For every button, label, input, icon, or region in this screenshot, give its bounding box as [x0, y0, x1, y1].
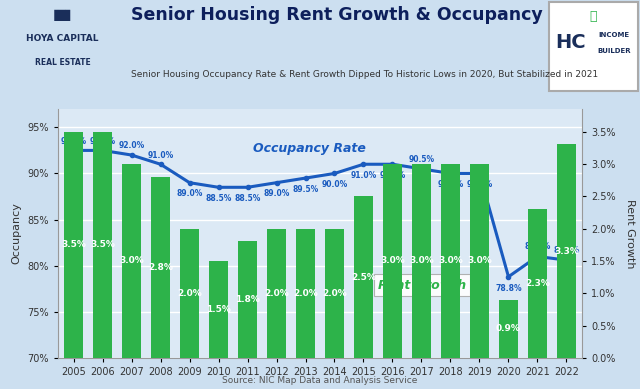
Text: 80.6%: 80.6% — [553, 245, 580, 255]
Bar — [325, 229, 344, 358]
Text: HOYA CAPITAL: HOYA CAPITAL — [26, 34, 99, 43]
Text: 90.0%: 90.0% — [437, 180, 463, 189]
Text: 2.8%: 2.8% — [148, 263, 173, 272]
Text: 89.0%: 89.0% — [177, 189, 203, 198]
Text: 3.0%: 3.0% — [119, 256, 144, 265]
Bar — [180, 229, 199, 358]
Text: 90.5%: 90.5% — [408, 155, 435, 164]
Bar — [267, 229, 286, 358]
Text: 🏢: 🏢 — [590, 10, 597, 23]
Text: 88.5%: 88.5% — [234, 194, 260, 203]
Bar — [528, 209, 547, 358]
Text: 90.0%: 90.0% — [467, 180, 493, 189]
Text: 91.0%: 91.0% — [350, 171, 376, 180]
Bar — [64, 131, 83, 358]
Text: 1.8%: 1.8% — [235, 295, 260, 304]
Y-axis label: Rent Growth: Rent Growth — [625, 199, 636, 268]
Text: Rent Growth: Rent Growth — [378, 279, 466, 292]
Text: 92.5%: 92.5% — [61, 137, 86, 146]
Text: 92.5%: 92.5% — [90, 137, 116, 146]
Bar — [412, 164, 431, 358]
Bar — [151, 177, 170, 358]
Bar — [499, 300, 518, 358]
Bar — [557, 144, 576, 358]
Text: REAL ESTATE: REAL ESTATE — [35, 58, 90, 67]
Text: 78.8%: 78.8% — [495, 284, 522, 293]
Bar — [441, 164, 460, 358]
Text: BUILDER: BUILDER — [597, 48, 631, 54]
Text: 3.0%: 3.0% — [438, 256, 463, 265]
Text: 91.0%: 91.0% — [380, 171, 406, 180]
Text: 2.0%: 2.0% — [177, 289, 202, 298]
Text: 3.0%: 3.0% — [467, 256, 492, 265]
Text: 89.0%: 89.0% — [263, 189, 290, 198]
Bar — [122, 164, 141, 358]
Bar — [93, 131, 112, 358]
Text: 81.0%: 81.0% — [524, 242, 550, 251]
Text: 2.0%: 2.0% — [293, 289, 318, 298]
Text: 3.5%: 3.5% — [61, 240, 86, 249]
Text: HC: HC — [555, 33, 586, 51]
FancyBboxPatch shape — [549, 2, 638, 91]
Text: 2.0%: 2.0% — [264, 289, 289, 298]
Bar — [470, 164, 489, 358]
Bar — [209, 261, 228, 358]
Text: Source: NIC Map Data and Analysis Service: Source: NIC Map Data and Analysis Servic… — [222, 376, 418, 385]
Y-axis label: Occupancy: Occupancy — [12, 202, 21, 265]
Text: 1.5%: 1.5% — [206, 305, 231, 314]
Text: Senior Housing Occupancy Rate & Rent Growth Dipped To Historic Lows in 2020, But: Senior Housing Occupancy Rate & Rent Gro… — [131, 70, 598, 79]
Text: 0.9%: 0.9% — [496, 324, 521, 333]
Text: 3.3%: 3.3% — [554, 247, 579, 256]
Bar — [238, 242, 257, 358]
Text: 2.0%: 2.0% — [322, 289, 347, 298]
Text: 88.5%: 88.5% — [205, 194, 232, 203]
Text: 91.0%: 91.0% — [147, 151, 173, 159]
Text: 2.3%: 2.3% — [525, 279, 550, 288]
Text: INCOME: INCOME — [598, 32, 630, 39]
Bar — [296, 229, 315, 358]
Text: 3.0%: 3.0% — [409, 256, 434, 265]
Text: 3.5%: 3.5% — [90, 240, 115, 249]
Bar — [354, 196, 373, 358]
Text: 92.0%: 92.0% — [118, 142, 145, 151]
Text: Occupancy Rate: Occupancy Rate — [253, 142, 366, 155]
Bar — [383, 164, 402, 358]
Text: 90.0%: 90.0% — [321, 180, 348, 189]
Text: 2.5%: 2.5% — [351, 273, 376, 282]
Text: ▐█▌: ▐█▌ — [50, 10, 75, 21]
Text: 3.0%: 3.0% — [380, 256, 405, 265]
FancyBboxPatch shape — [0, 0, 125, 101]
Text: 89.5%: 89.5% — [292, 184, 319, 194]
Text: Senior Housing Rent Growth & Occupancy: Senior Housing Rent Growth & Occupancy — [131, 6, 543, 24]
